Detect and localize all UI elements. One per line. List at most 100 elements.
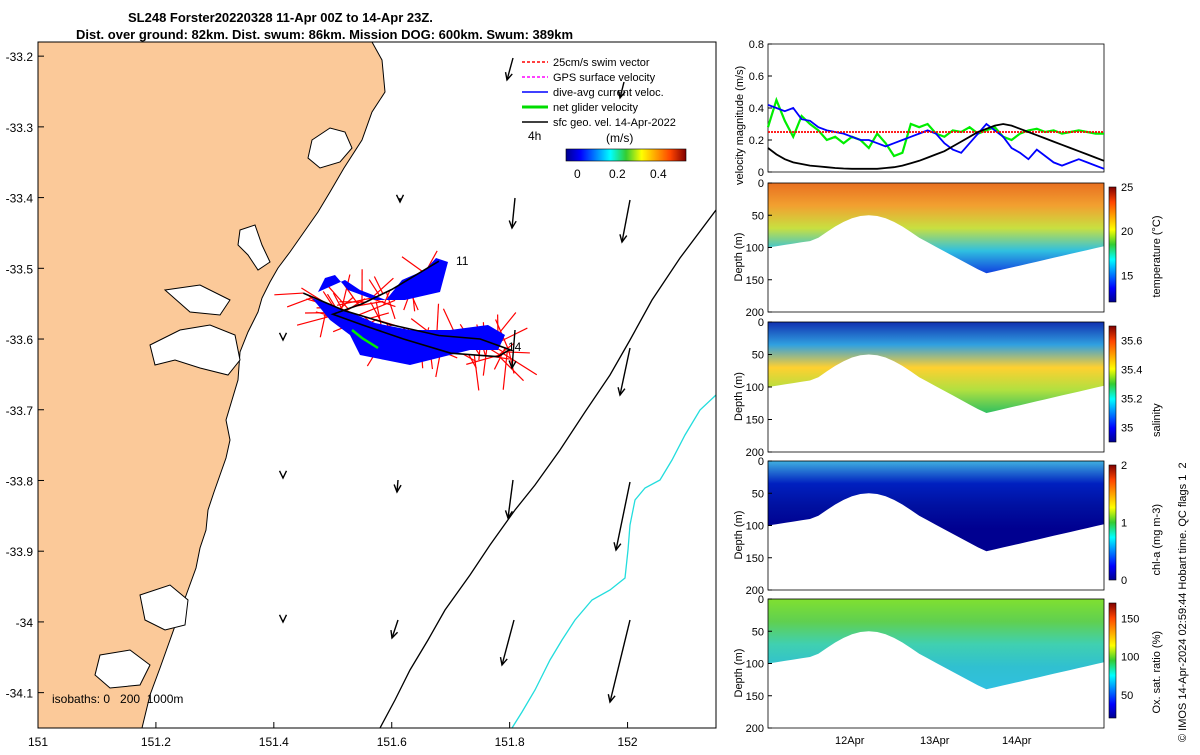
colorbar-tick-label: 1: [1121, 518, 1127, 530]
map-xtick-label: 151.8: [495, 735, 525, 749]
map-ytick-label: -33.7: [6, 404, 34, 418]
velocity-ytick-label: 0.6: [749, 71, 764, 83]
swim-vector: [274, 293, 303, 295]
section-ylabel: Depth (m): [733, 649, 745, 698]
map-ytick-label: -33.5: [6, 262, 34, 276]
colorbar-tick-label: 2: [1121, 460, 1127, 472]
geo-arrow-head: [280, 471, 287, 478]
date-tick-14apr: 14Apr: [1002, 735, 1032, 747]
day-label-14: 14: [508, 340, 522, 354]
legend-label: dive-avg current veloc.: [553, 87, 664, 99]
colorbar-tick-label: 35.2: [1121, 394, 1142, 406]
section-ytick-label: 150: [746, 415, 764, 427]
section-colorbar: [1109, 465, 1116, 580]
day-label-11: 11: [456, 254, 469, 268]
section-ytick-label: 150: [746, 553, 764, 565]
velocity-panel: 00.20.40.60.8 velocity magnitude (m/s): [734, 39, 1104, 185]
section-colorbar: [1109, 187, 1116, 302]
side-caption: © IMOS 14-Apr-2024 02:59:44 Hobart time.…: [1177, 462, 1189, 742]
isobath-200m: [512, 395, 716, 728]
speed-colorbar-tick-1: 0.2: [609, 167, 626, 181]
velocity-ytick-label: 0.4: [749, 103, 764, 115]
legend-label: sfc geo. vel. 14-Apr-2022: [553, 117, 676, 129]
geo-arrow: [616, 482, 630, 550]
speed-colorbar: [566, 149, 686, 161]
legend-label: 25cm/s swim vector: [553, 57, 650, 69]
colorbar-label: temperature (°C): [1151, 215, 1163, 297]
map-ytick-label: -33.6: [6, 333, 34, 347]
swim-vector: [503, 351, 507, 390]
velocity-ylabel: velocity magnitude (m/s): [734, 66, 746, 185]
velocity-ytick-label: 0.2: [749, 135, 764, 147]
section-ytick-label: 100: [746, 382, 764, 394]
colorbar-tick-label: 0: [1121, 575, 1127, 587]
time-label: 4h: [528, 129, 541, 143]
map-ytick-label: -33.4: [6, 192, 34, 206]
date-tick-12apr: 12Apr: [835, 735, 865, 747]
map-xtick-label: 151: [28, 735, 48, 749]
geo-arrow: [502, 620, 514, 665]
map-xtick-label: 151.2: [141, 735, 171, 749]
section-ytick-label: 0: [758, 594, 764, 606]
map-xtick-label: 151.6: [377, 735, 407, 749]
section-colorbar: [1109, 326, 1116, 442]
section-ytick-label: 100: [746, 243, 764, 255]
colorbar-tick-label: 15: [1121, 270, 1133, 282]
colorbar-tick-label: 20: [1121, 226, 1133, 238]
colorbar-label: salinity: [1151, 403, 1163, 437]
map-ytick-label: -34: [16, 616, 34, 630]
section-ylabel: Depth (m): [733, 511, 745, 560]
map-ytick-label: -34.1: [6, 687, 34, 701]
section-ytick-label: 50: [752, 210, 764, 222]
geo-arrow-head: [280, 333, 287, 340]
section-ytick-label: 0: [758, 317, 764, 329]
section-ytick-label: 50: [752, 488, 764, 500]
section-ytick-label: 50: [752, 626, 764, 638]
colorbar-tick-label: 35.4: [1121, 365, 1142, 377]
colorbar-tick-label: 100: [1121, 652, 1139, 664]
section-ytick-label: 200: [746, 723, 764, 735]
colorbar-label: chl-a (mg m-3): [1151, 504, 1163, 576]
section-ylabel: Depth (m): [733, 233, 745, 282]
section-ytick-label: 0: [758, 456, 764, 468]
speed-colorbar-tick-0: 0: [574, 167, 581, 181]
section-ytick-label: 150: [746, 691, 764, 703]
swim-vector: [503, 354, 537, 375]
colorbar-unit: (m/s): [606, 131, 633, 145]
legend-label: net glider velocity: [553, 102, 638, 114]
geo-arrow: [610, 620, 630, 702]
isobath-label: isobaths: 0 200 1000m: [52, 692, 183, 706]
title-line-2: Dist. over ground: 82km. Dist. swum: 86k…: [76, 27, 573, 42]
map-ytick-label: -33.3: [6, 121, 34, 135]
date-tick-13apr: 13Apr: [920, 735, 950, 747]
colorbar-label: Ox. sat. ratio (%): [1151, 631, 1163, 714]
velocity-ytick-label: 0.8: [749, 39, 764, 51]
map-xtick-label: 151.4: [259, 735, 289, 749]
geo-arrow-head: [280, 615, 287, 622]
map-ytick-label: -33.9: [6, 545, 34, 559]
colorbar-tick-label: 150: [1121, 613, 1139, 625]
colorbar-tick-label: 50: [1121, 690, 1133, 702]
colorbar-tick-label: 35.6: [1121, 336, 1142, 348]
swim-vector: [402, 257, 422, 272]
speed-colorbar-tick-2: 0.4: [650, 167, 667, 181]
section-ytick-label: 100: [746, 659, 764, 671]
section-colorbar: [1109, 603, 1116, 718]
section-ytick-label: 150: [746, 275, 764, 287]
map-ytick-label: -33.8: [6, 474, 34, 488]
swim-vectors: [274, 251, 536, 391]
section-ytick-label: 0: [758, 178, 764, 190]
map-panel: 11 14 151 151.2 151.4 151.6 151.8 152 -33.2 -33…: [6, 42, 716, 749]
map-xtick-label: 152: [618, 735, 638, 749]
map-ytick-label: -33.2: [6, 50, 34, 64]
swim-vector: [287, 297, 313, 307]
colorbar-tick-label: 35: [1121, 423, 1133, 435]
section-ylabel: Depth (m): [733, 372, 745, 421]
colorbar-tick-label: 25: [1121, 182, 1133, 194]
